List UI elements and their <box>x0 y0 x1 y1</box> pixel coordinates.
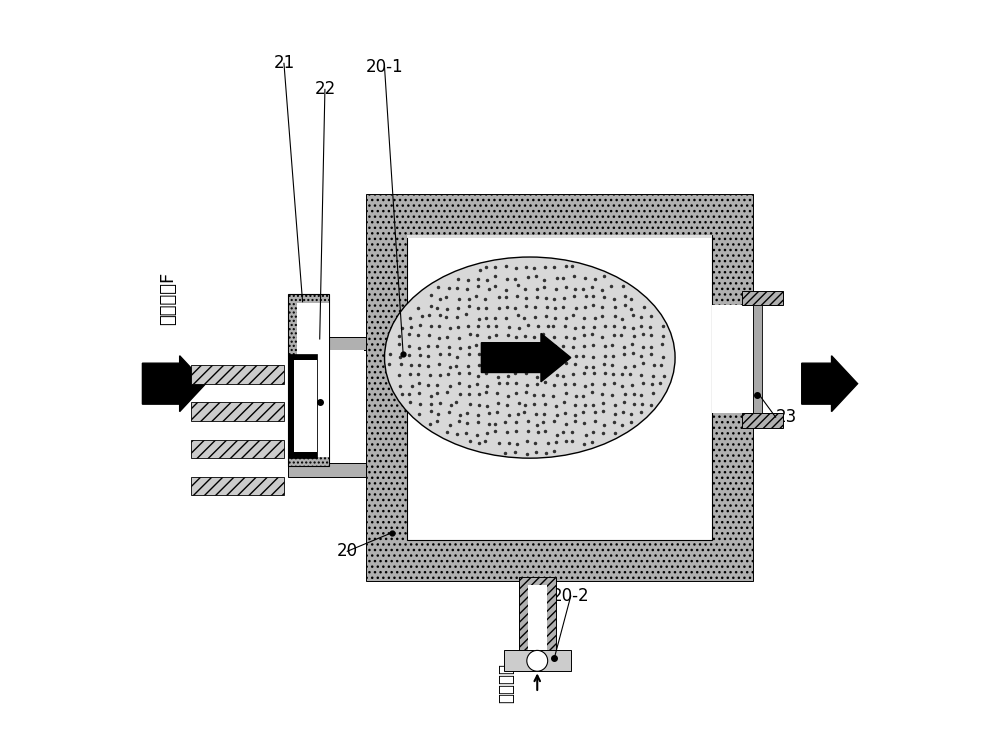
Bar <box>191 365 284 384</box>
Bar <box>742 291 783 305</box>
Text: 23: 23 <box>776 408 797 426</box>
Bar <box>191 440 284 458</box>
FancyArrow shape <box>142 356 206 411</box>
Bar <box>191 402 284 421</box>
Bar <box>297 303 329 457</box>
Bar <box>753 305 762 413</box>
Bar <box>712 305 753 413</box>
Circle shape <box>527 650 548 671</box>
Bar <box>519 577 556 652</box>
Bar <box>288 294 329 466</box>
Bar <box>288 463 366 477</box>
Text: 气体导入: 气体导入 <box>497 663 515 703</box>
Text: 21: 21 <box>273 54 295 72</box>
Bar <box>366 194 753 581</box>
Bar <box>742 413 783 428</box>
Bar <box>407 235 712 238</box>
Bar <box>407 235 712 540</box>
FancyArrow shape <box>802 356 858 411</box>
Text: 外部磁场F: 外部磁场F <box>159 271 177 325</box>
Text: 20: 20 <box>337 542 358 560</box>
Bar <box>289 350 364 463</box>
Text: 22: 22 <box>314 80 336 98</box>
Bar <box>504 650 571 670</box>
Bar <box>288 354 317 458</box>
Ellipse shape <box>385 257 675 458</box>
Text: 20-1: 20-1 <box>366 58 403 76</box>
Bar <box>288 337 366 350</box>
Text: 20-2: 20-2 <box>552 587 590 605</box>
FancyArrow shape <box>481 334 571 381</box>
Bar <box>528 585 547 652</box>
Bar <box>294 360 317 452</box>
Bar <box>191 477 284 495</box>
